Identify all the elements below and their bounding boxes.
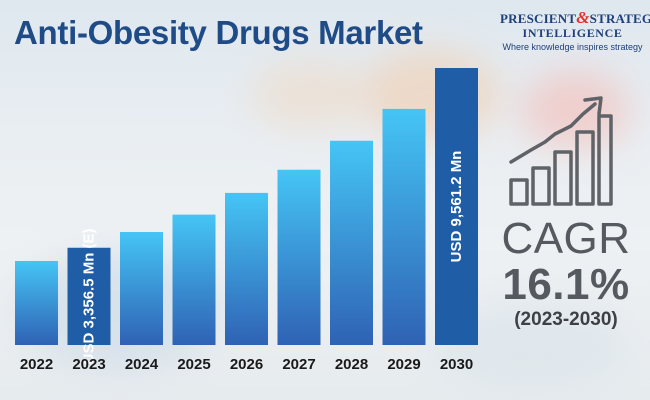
bar-2026 [225, 192, 268, 345]
brand-logo: PRESCIENT&STRATEGIC INTELLIGENCE Where k… [500, 8, 650, 52]
bar-value-label-2023: USD 3,356.5 Mn (E) [81, 228, 98, 364]
bar-2022 [15, 260, 58, 345]
brand-name-part: PRESCIENT [500, 11, 577, 26]
x-tick-label-2022: 2022 [20, 356, 53, 373]
brand-ampersand: & [576, 8, 590, 27]
cagr-value: 16.1% [502, 260, 630, 309]
bar-2024 [120, 232, 163, 345]
brand-name-line2: INTELLIGENCE [522, 26, 623, 40]
x-tick-label-2024: 2024 [125, 356, 159, 373]
bar-value-label-2030: USD 9,561.2 Mn [448, 151, 465, 263]
x-tick-label-2029: 2029 [387, 356, 420, 373]
bar-2027 [277, 169, 321, 345]
bar-2029 [382, 108, 426, 345]
x-tick-label-2028: 2028 [335, 356, 368, 373]
cagr-period: (2023-2030) [514, 309, 618, 330]
x-tick-label-2025: 2025 [177, 356, 210, 373]
bar-2023 [67, 247, 111, 345]
cagr-panel: CAGR 16.1% (2023-2030) [486, 216, 646, 332]
background-blur [250, 60, 370, 130]
brand-tagline: Where knowledge inspires strategy [502, 42, 643, 52]
x-tick-label-2027: 2027 [282, 356, 315, 373]
bar-2028 [330, 140, 373, 345]
bar-2030 [435, 68, 478, 345]
page-title: Anti-Obesity Drugs Market [14, 14, 423, 51]
bar-chart-growth-arrow-icon [509, 96, 613, 206]
bar-2025 [172, 214, 216, 345]
cagr-label: CAGR [501, 214, 631, 263]
x-tick-label-2023: 2023 [72, 356, 105, 373]
brand-name-part: STRATEGIC [589, 11, 650, 26]
x-tick-label-2030: 2030 [440, 356, 473, 373]
x-tick-label-2026: 2026 [230, 356, 263, 373]
